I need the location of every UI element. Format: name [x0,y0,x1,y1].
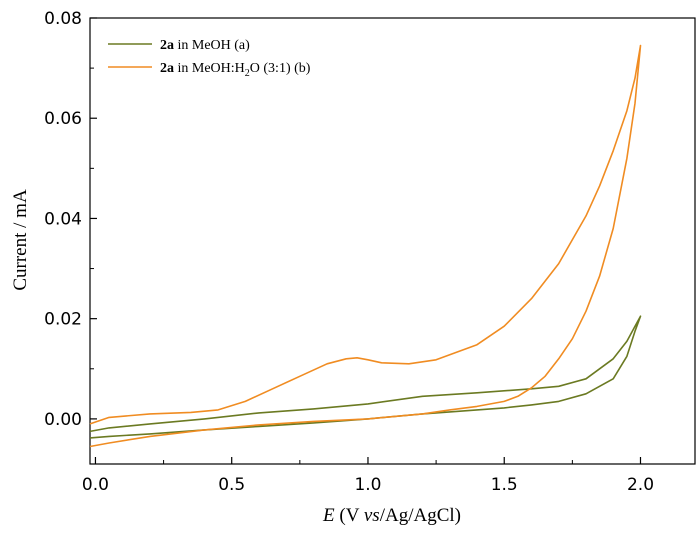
y-tick-label-2: 0.04 [44,209,82,229]
legend-a-bold: 2a [160,38,174,53]
legend: 2a in MeOH (a) 2a in MeOH:H2O (3:1) (b) [108,38,311,79]
x-tick-label-2: 1.0 [354,475,381,495]
x-tick-label-0: 0.0 [82,475,109,495]
legend-b-bold: 2a [160,61,174,76]
x-tick-label-3: 1.5 [491,475,518,495]
x-tick-label-4: 2.0 [627,475,654,495]
axis-tick-labels: 0.0 0.5 1.0 1.5 2.0 0.00 0.02 0.04 0.06 0.08 [44,9,654,495]
legend-a-text: in MeOH (a) [174,38,250,53]
axis-ticks [90,17,642,464]
series-line-b [89,44,642,448]
x-axis-title: E (V vs/Ag/AgCl) [322,505,461,526]
y-tick-label-1: 0.02 [44,310,82,330]
legend-b-sub: 2 [245,68,250,79]
legend-b-text: in MeOH:H [174,61,245,76]
plot-frame [89,17,696,465]
legend-label-b: 2a in MeOH:H2O (3:1) (b) [160,61,311,79]
x-axis-title-var: E [322,505,335,526]
y-axis-title: Current / mA [10,189,31,291]
x-axis-title-pre: (V [335,505,364,526]
y-tick-label-0: 0.00 [44,410,82,430]
legend-b-tail: O (3:1) (b) [250,61,311,76]
series-line-a [89,315,642,439]
y-tick-label-3: 0.06 [44,109,82,129]
series-layer [89,44,642,448]
y-tick-label-4: 0.08 [44,9,82,29]
x-tick-label-1: 0.5 [218,475,245,495]
x-axis-title-vs: vs [364,505,380,526]
x-axis-title-post: /Ag/AgCl) [380,505,461,526]
legend-label-a: 2a in MeOH (a) [160,38,250,53]
